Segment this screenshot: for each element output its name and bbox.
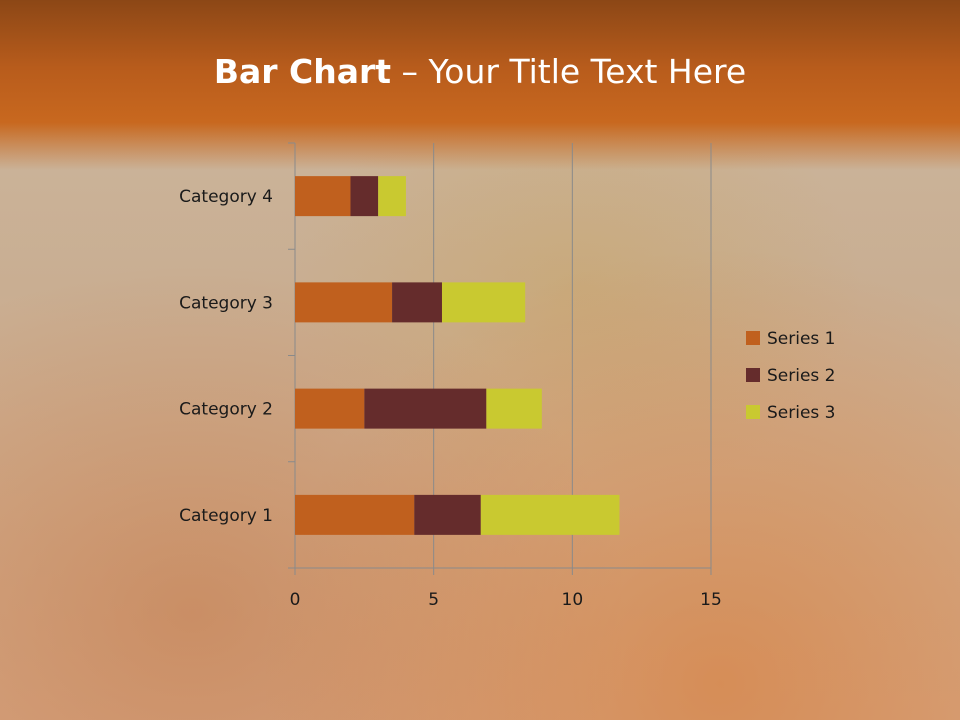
- bar-series-1: [295, 282, 393, 323]
- title-banner: [0, 0, 960, 170]
- bar-series-2: [392, 282, 442, 323]
- legend-label: Series 3: [767, 403, 836, 423]
- category-label: Category 3: [179, 293, 273, 313]
- legend-label: Series 2: [767, 366, 836, 386]
- legend-swatch: [746, 405, 760, 419]
- bar-series-3: [480, 494, 620, 535]
- bar-series-3: [378, 176, 406, 217]
- legend-swatch: [746, 331, 760, 345]
- x-tick-label: 15: [700, 590, 722, 610]
- bar-series-3: [486, 388, 542, 429]
- bar-series-3: [441, 282, 526, 323]
- bar-series-1: [295, 494, 415, 535]
- bar-series-2: [364, 388, 487, 429]
- x-tick-label: 10: [562, 590, 584, 610]
- bar-series-1: [295, 388, 365, 429]
- category-label: Category 2: [179, 400, 273, 420]
- x-tick-label: 0: [290, 590, 301, 610]
- bar-series-2: [350, 176, 379, 217]
- bar-series-1: [295, 176, 351, 217]
- slide-title: Bar Chart – Your Title Text Here: [213, 52, 747, 91]
- legend-swatch: [746, 368, 760, 382]
- bar-series-2: [414, 494, 481, 535]
- category-label: Category 1: [179, 506, 273, 526]
- x-tick-label: 5: [428, 590, 439, 610]
- category-label: Category 4: [179, 187, 273, 207]
- legend-label: Series 1: [767, 329, 836, 349]
